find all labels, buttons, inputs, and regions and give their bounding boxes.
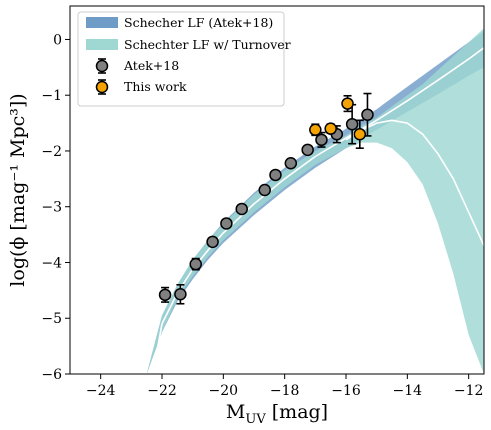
point-atek-18-8 — [284, 156, 298, 170]
y-axis-label: log(ϕ [mag⁻¹ Mpc³]) — [7, 93, 29, 286]
point-this-work-0 — [309, 123, 322, 137]
point-this-work-3 — [353, 127, 367, 141]
data-points — [158, 92, 374, 305]
x-tick-label: −16 — [331, 383, 361, 399]
point-atek-18-4 — [220, 217, 233, 230]
point-this-work-2 — [341, 97, 354, 110]
point-atek-18-7 — [269, 168, 282, 182]
point-this-work-1 — [324, 122, 337, 135]
x-axis-label: MUV [mag] — [226, 401, 328, 427]
y-tick-label: −5 — [41, 311, 62, 327]
y-tick-label: −6 — [41, 367, 62, 383]
x-tick-label: −18 — [270, 383, 300, 399]
legend-swatch-atek-band — [86, 17, 118, 28]
line-schechter-lf-w-turnover-median — [345, 119, 484, 247]
y-tick-label: −4 — [41, 255, 62, 271]
point-atek-18-6 — [258, 183, 271, 197]
x-tick-label: −24 — [86, 383, 116, 399]
confidence-bands — [146, 28, 484, 374]
plot-frame — [69, 5, 485, 375]
legend-label-atek: Atek+18 — [123, 58, 179, 73]
legend-marker-this-work — [95, 80, 109, 94]
y-axis-ticks: 0 −1 −2 −3 −4 −5 −6 — [41, 32, 70, 383]
legend-marker-atek — [95, 59, 109, 73]
y-tick-label: −1 — [41, 88, 62, 104]
legend-frame — [77, 11, 285, 107]
x-tick-label: −22 — [147, 383, 177, 399]
y-tick-label: −2 — [41, 144, 62, 160]
point-atek-18-13 — [361, 108, 374, 121]
point-atek-18-0 — [158, 288, 172, 302]
point-atek-18-3 — [206, 235, 219, 249]
point-atek-18-9 — [301, 143, 314, 157]
x-tick-label: −14 — [393, 383, 423, 399]
x-axis-ticks: −24 −22 −20 −18 −16 −14 −12 — [86, 374, 484, 399]
x-tick-label: −12 — [454, 383, 484, 399]
point-atek-18-5 — [235, 202, 248, 216]
y-tick-label: 0 — [53, 32, 62, 48]
point-atek-18-10 — [315, 133, 328, 147]
x-tick-label: −20 — [209, 383, 239, 399]
legend-swatch-turnover-band — [86, 39, 118, 50]
legend-label-turnover-band: Schechter LF w/ Turnover — [124, 37, 291, 52]
legend: Schecher LF (Atek+18) Schechter LF w/ Tu… — [77, 11, 291, 107]
point-atek-18-2 — [189, 257, 202, 271]
point-atek-18-12 — [345, 117, 359, 131]
y-tick-label: −3 — [41, 200, 62, 216]
legend-label-atek-band: Schecher LF (Atek+18) — [124, 15, 273, 30]
point-atek-18-1 — [174, 288, 187, 301]
band-schechter-lf-w-turnover — [146, 28, 484, 374]
legend-label-this-work: This work — [124, 79, 187, 94]
